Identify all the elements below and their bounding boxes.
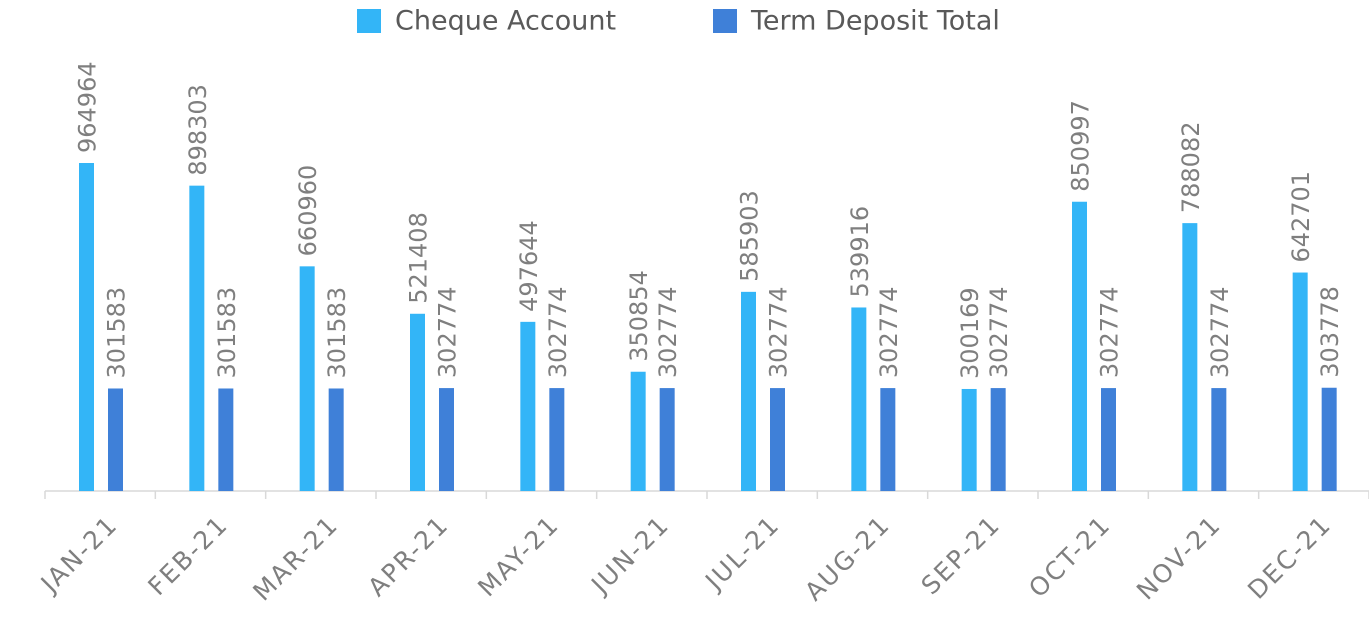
bar (1211, 388, 1227, 491)
legend-label: Term Deposit Total (750, 6, 1000, 37)
bar (549, 388, 565, 491)
x-tick-label: MAR-21 (247, 510, 344, 607)
value-label: 898303 (184, 84, 212, 176)
value-label: 788082 (1177, 121, 1205, 213)
bar (990, 388, 1006, 491)
value-label: 497644 (515, 220, 543, 312)
value-label: 302774 (1206, 286, 1234, 378)
bar (659, 388, 675, 491)
bar (520, 321, 536, 491)
value-label: 642701 (1287, 171, 1315, 263)
value-label: 303778 (1316, 286, 1344, 378)
value-label: 964964 (74, 61, 102, 153)
value-label: 300169 (956, 287, 984, 379)
bar (1072, 201, 1087, 492)
x-tick-label: AUG-21 (799, 510, 896, 607)
value-label: 301583 (323, 287, 351, 379)
bar (79, 163, 94, 491)
value-label: 585903 (736, 190, 764, 282)
value-label: 302774 (654, 286, 682, 378)
x-tick-label: MAY-21 (472, 510, 565, 603)
legend-swatch (713, 9, 737, 33)
x-tick-label: DEC-21 (1242, 510, 1337, 605)
legend-label: Cheque Account (395, 6, 616, 37)
value-label: 350854 (625, 270, 653, 362)
bar (189, 185, 205, 491)
value-label: 302774 (544, 286, 572, 378)
bar (630, 371, 646, 491)
x-tick-label: JUN-21 (584, 510, 675, 601)
value-label: 302774 (1096, 286, 1124, 378)
bar (439, 388, 454, 491)
value-label: 301583 (103, 287, 131, 379)
value-label: 302774 (875, 286, 903, 378)
x-tick-label: OCT-21 (1023, 510, 1116, 603)
bar (108, 388, 123, 491)
bar (880, 388, 896, 491)
value-label: 850997 (1067, 100, 1095, 192)
bar (741, 291, 756, 491)
value-label: 302774 (985, 286, 1013, 378)
bar (1101, 388, 1116, 491)
x-tick-label: NOV-21 (1131, 510, 1227, 606)
value-label: 521408 (405, 212, 433, 304)
bar (1292, 272, 1308, 491)
value-label: 660960 (294, 165, 322, 257)
bar (961, 388, 977, 491)
value-label: 301583 (213, 287, 241, 379)
x-tick-label: FEB-21 (142, 510, 233, 601)
x-tick-label: JAN-21 (34, 510, 124, 600)
value-label: 302774 (434, 286, 462, 378)
bar (328, 388, 344, 491)
legend-swatch (357, 9, 381, 33)
bar (299, 266, 315, 491)
value-label: 302774 (765, 286, 793, 378)
bar (410, 313, 425, 491)
value-label: 539916 (846, 206, 874, 298)
bar (1182, 223, 1198, 492)
x-tick-label: SEP-21 (916, 510, 1007, 601)
bar (770, 388, 785, 491)
bar (218, 388, 234, 491)
bar (851, 307, 867, 491)
x-tick-label: JUL-21 (698, 510, 785, 597)
bar (1321, 387, 1337, 491)
x-tick-label: APR-21 (362, 510, 454, 602)
